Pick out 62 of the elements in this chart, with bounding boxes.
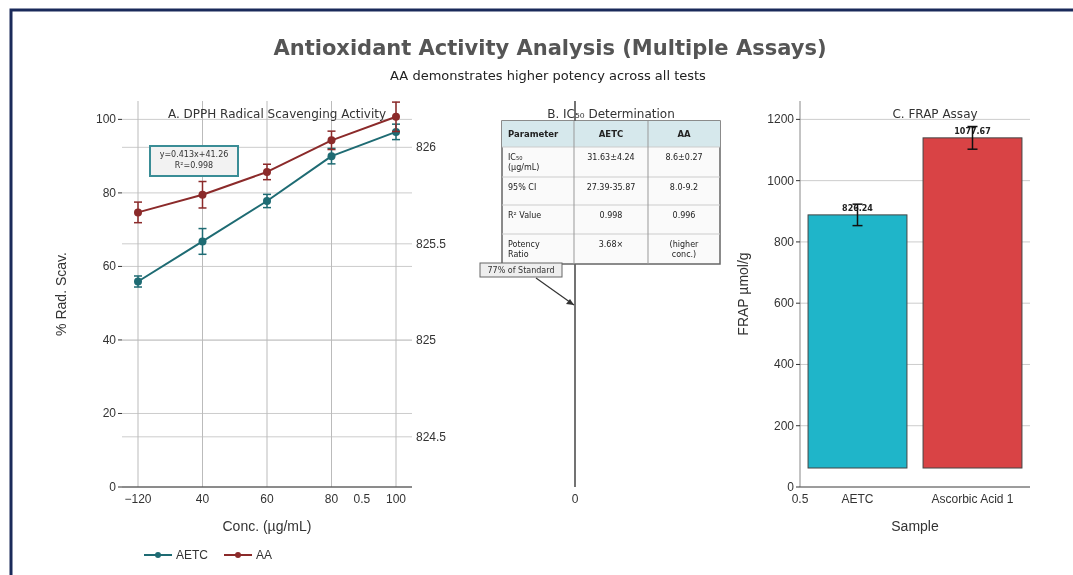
text: C. FRAP Assay	[892, 107, 978, 121]
x-tick-label: 100	[385, 492, 407, 506]
y2-tick-label: 825.5	[416, 236, 447, 251]
y2-tick-label: 824.5	[416, 429, 447, 444]
x-axis-title: Conc. (µg/mL)	[222, 518, 312, 534]
text: 0.996	[672, 211, 696, 220]
y-tick-label: 0	[787, 480, 795, 494]
text: Antioxidant Activity Analysis (Multiple Assays)	[273, 36, 827, 60]
point	[327, 136, 336, 145]
x-tick-label: 40	[195, 492, 210, 506]
legend-label: AETC	[176, 548, 209, 562]
point	[327, 152, 336, 161]
y-axis-title: % Rad. Scav.	[53, 252, 69, 336]
y-tick-label: 40	[102, 332, 117, 347]
text: A. DPPH Radical Scavenging Activity	[167, 107, 387, 121]
y-tick-label: 20	[102, 406, 117, 421]
point	[263, 196, 271, 205]
x-tick-label: Ascorbic Acid 1	[931, 492, 1014, 506]
y-tick-label: 100	[95, 112, 117, 127]
text: 8.6±0.27	[665, 153, 703, 162]
x-tick-label: AETC	[841, 492, 874, 506]
y-tick-label: 1200	[767, 112, 795, 127]
text: 77% of Standard	[487, 266, 555, 275]
text: 27.39-35.87	[586, 183, 636, 192]
point	[134, 208, 142, 217]
text: 8.0-9.2	[669, 183, 699, 192]
point	[392, 112, 400, 121]
text: 95% CI	[508, 183, 537, 192]
text: Parameter	[508, 129, 560, 139]
text: (higher conc.)	[669, 240, 700, 259]
y2-tick-label: 825	[416, 333, 437, 348]
text: AA	[677, 129, 691, 139]
text: IC₅₀ (µg/mL)	[508, 153, 540, 172]
y-tick-label: 200	[773, 418, 795, 433]
text: 0	[571, 492, 579, 506]
x-tick-label: 80	[324, 492, 339, 506]
y-axis-title: FRAP µmol/g	[735, 252, 751, 336]
point	[263, 167, 271, 176]
y-tick-label: 600	[773, 296, 795, 311]
legend-label: AA	[256, 548, 273, 562]
x-axis-title: Sample	[891, 518, 939, 534]
y-tick-label: 400	[773, 357, 795, 372]
y-tick-label: 60	[102, 259, 117, 274]
text: 0.998	[599, 211, 623, 220]
text: 3.68×	[598, 240, 624, 249]
y-tick-label: 80	[102, 185, 117, 200]
annotation: y=0.413x+41.26 R²=0.998	[159, 150, 229, 170]
text: Potency Ratio	[508, 240, 540, 259]
text: AETC	[598, 129, 624, 139]
text: AA demonstrates higher potency across all tests	[390, 68, 707, 83]
y2-tick-label: 826	[416, 140, 437, 155]
point	[198, 190, 207, 199]
point	[198, 237, 207, 246]
y-tick-label: 800	[773, 234, 795, 249]
y-tick-label: 1000	[767, 173, 795, 188]
x-tick-label: −120	[124, 492, 152, 506]
y-tick-label: 0	[109, 480, 117, 494]
text: 31.63±4.24	[587, 153, 635, 162]
text: 0.5	[791, 492, 809, 506]
text: R² Value	[508, 211, 542, 220]
text: 0.5	[353, 492, 371, 506]
x-tick-label: 60	[260, 492, 274, 506]
